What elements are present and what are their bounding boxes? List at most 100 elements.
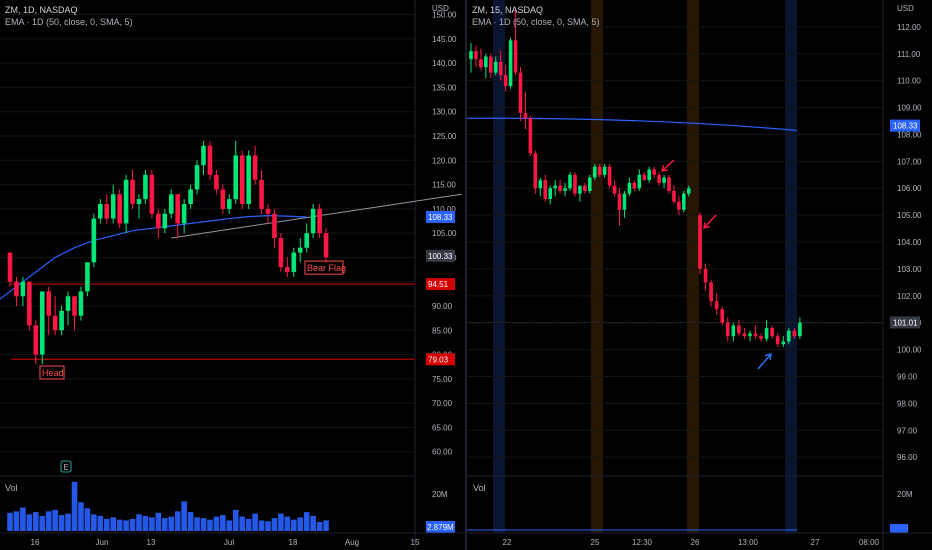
candle-body: [91, 218, 97, 263]
candle-body: [657, 174, 661, 183]
price-tick-label: 108.00: [897, 130, 922, 139]
price-tick-label: 111.00: [897, 50, 921, 59]
candle-body: [78, 291, 84, 316]
volume-bar: [245, 518, 252, 531]
volume-bar: [52, 509, 58, 531]
intraday-chart-canvas[interactable]: 96.0097.0098.0099.00100.00101.00102.0010…: [467, 0, 932, 550]
volume-bar: [136, 514, 142, 531]
volume-bar: [168, 516, 175, 531]
price-tick-label: 102.00: [897, 292, 922, 301]
candle-body: [627, 182, 632, 194]
price-tick-label: 140.00: [432, 59, 457, 68]
time-tick-label: 22: [503, 538, 512, 547]
price-tick-label: 130.00: [432, 108, 457, 117]
axis-unit-label: USD: [897, 4, 914, 13]
time-tick-label: Aug: [345, 538, 359, 547]
candle-body: [27, 281, 32, 326]
candle-body: [317, 208, 322, 234]
candle-body: [508, 40, 513, 87]
bear-flag-annotation: Bear Flag: [307, 263, 346, 273]
volume-bar: [149, 517, 155, 531]
price-tick-label: 90.00: [432, 302, 453, 311]
volume-bar: [7, 512, 13, 531]
candle-body: [725, 322, 730, 337]
time-tick-label: Jul: [224, 538, 234, 547]
time-tick-label: 18: [289, 538, 298, 547]
right-symbol-title[interactable]: ZM, 15, NASDAQ: [472, 5, 544, 15]
volume-bar: [116, 519, 123, 531]
candle-body: [792, 330, 797, 337]
price-tag-bg: [426, 249, 455, 262]
volume-bar: [84, 508, 91, 531]
left-chart-pane[interactable]: 60.0065.0070.0075.0080.0085.0090.0095.00…: [0, 0, 465, 550]
volume-bar: [239, 516, 245, 531]
price-tick-label: 109.00: [897, 104, 922, 113]
price-tag-bg: [890, 316, 920, 329]
candle-body: [523, 112, 528, 119]
price-tick-label: 60.00: [432, 448, 453, 457]
candle-body: [323, 233, 329, 258]
candle-body: [622, 193, 627, 210]
right-chart-pane[interactable]: 96.0097.0098.0099.00100.00101.00102.0010…: [467, 0, 932, 550]
candle-body: [775, 336, 780, 345]
price-tag-label: 108.33: [893, 122, 918, 131]
candle-body: [98, 204, 103, 219]
volume-bar: [129, 518, 136, 531]
candle-body: [278, 238, 284, 268]
price-tick-label: 96.00: [897, 453, 918, 462]
candle-body: [239, 155, 245, 204]
daily-chart-canvas[interactable]: 60.0065.0070.0075.0080.0085.0090.0095.00…: [0, 0, 465, 550]
candle-body: [156, 213, 161, 229]
earnings-marker-label: E: [64, 463, 69, 472]
ema-line: [0, 215, 307, 300]
candle-body: [59, 310, 64, 331]
time-tick-label: 16: [31, 538, 40, 547]
candle-body: [285, 267, 290, 272]
price-tick-label: 97.00: [897, 426, 918, 435]
candle-body: [759, 336, 763, 339]
candle-body: [479, 59, 483, 68]
volume-bar: [316, 521, 323, 531]
price-tick-label: 106.00: [897, 184, 922, 193]
red-arrow-top-shaft: [661, 159, 675, 172]
time-tick-label: Jun: [96, 538, 109, 547]
volume-bar: [226, 520, 233, 531]
price-tick-label: 70.00: [432, 399, 453, 408]
left-ema-legend[interactable]: EMA · 1D (50, close, 0, SMA, 5): [5, 17, 133, 27]
volume-scale-label: 20M: [897, 490, 913, 499]
volume-bar: [97, 515, 104, 531]
candle-body: [731, 325, 736, 337]
candle-body: [7, 252, 13, 282]
candle-body: [709, 282, 713, 302]
candle-body: [123, 179, 129, 224]
volume-bar: [181, 501, 187, 531]
candle-body: [117, 194, 122, 224]
candle-body: [667, 177, 671, 191]
price-tick-label: 112.00: [897, 23, 921, 32]
candle-body: [149, 174, 155, 214]
candle-body: [474, 51, 478, 60]
pane-divider[interactable]: [465, 0, 467, 550]
volume-bar: [13, 511, 20, 531]
candle-body: [568, 174, 572, 189]
candle-body: [652, 169, 656, 175]
volume-bar: [232, 509, 239, 531]
volume-bar: [310, 515, 316, 531]
price-tick-label: 98.00: [897, 399, 918, 408]
price-tick-label: 135.00: [432, 83, 457, 92]
ema-line: [467, 117, 798, 132]
volume-bar: [78, 502, 84, 531]
volume-bar: [323, 520, 329, 531]
candle-body: [46, 291, 51, 316]
right-ema-legend[interactable]: EMA · 1D (50, close, 0, SMA, 5): [472, 17, 600, 27]
candle-body: [518, 72, 523, 113]
candle-body: [85, 262, 90, 292]
candle-body: [188, 189, 193, 204]
left-symbol-title[interactable]: ZM, 1D, NASDAQ: [5, 5, 78, 15]
volume-bar: [220, 515, 226, 531]
blue-arrow-bottom-shaft: [757, 353, 772, 370]
candle-body: [110, 194, 116, 219]
candle-body: [672, 190, 676, 202]
candle-body: [687, 188, 691, 194]
session-band: [785, 0, 797, 533]
